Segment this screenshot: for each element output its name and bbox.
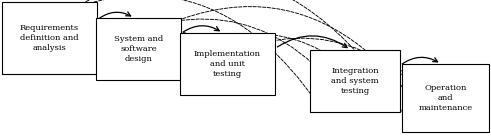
FancyArrowPatch shape xyxy=(5,0,413,130)
FancyArrowPatch shape xyxy=(5,18,193,93)
FancyArrowPatch shape xyxy=(313,67,474,130)
Bar xyxy=(310,50,400,112)
Bar xyxy=(180,33,275,95)
FancyArrowPatch shape xyxy=(99,7,434,130)
Bar xyxy=(2,2,97,74)
FancyArrowPatch shape xyxy=(99,19,354,110)
Bar xyxy=(402,64,489,132)
FancyArrowPatch shape xyxy=(277,36,347,48)
FancyArrowPatch shape xyxy=(402,57,437,64)
FancyArrowPatch shape xyxy=(183,26,219,32)
Text: System and
software
design: System and software design xyxy=(114,35,163,63)
Bar xyxy=(96,18,181,80)
FancyArrowPatch shape xyxy=(100,26,259,93)
FancyArrowPatch shape xyxy=(99,12,131,18)
Text: Implementation
and unit
testing: Implementation and unit testing xyxy=(194,50,261,78)
FancyArrowPatch shape xyxy=(5,0,322,110)
Text: Operation
and
maintenance: Operation and maintenance xyxy=(418,84,472,112)
FancyArrowPatch shape xyxy=(184,34,385,110)
Text: Requirements
definition and
analysis: Requirements definition and analysis xyxy=(20,24,79,52)
FancyArrowPatch shape xyxy=(6,17,129,78)
FancyArrowPatch shape xyxy=(183,38,454,130)
Text: Integration
and system
testing: Integration and system testing xyxy=(331,67,379,95)
